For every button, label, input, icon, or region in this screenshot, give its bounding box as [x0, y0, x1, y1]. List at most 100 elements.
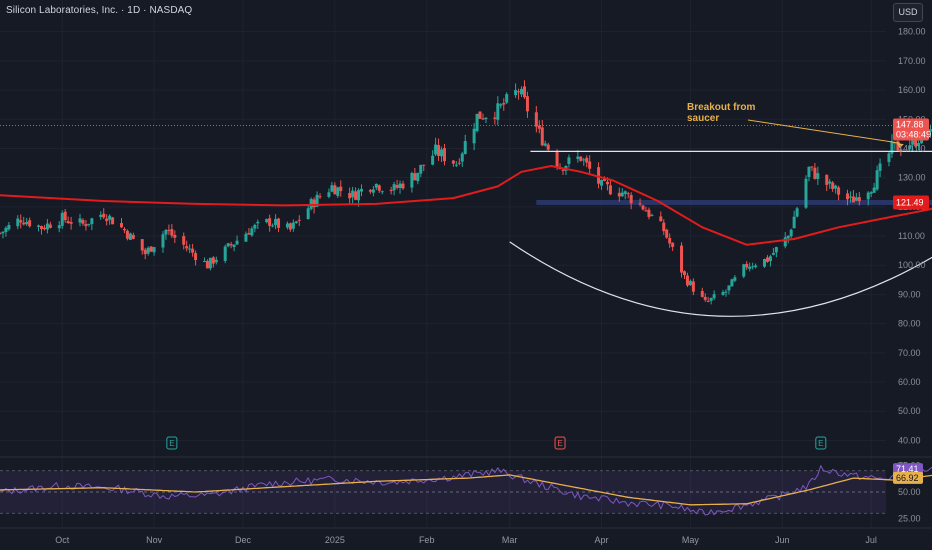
candle-body [567, 157, 571, 164]
y-tick-label: 140.00 [898, 143, 926, 153]
x-tick-label: Oct [55, 535, 70, 545]
candle-body [742, 264, 746, 277]
x-tick-label: Nov [146, 535, 163, 545]
currency-button[interactable]: USD [893, 3, 923, 22]
earnings-marker[interactable]: E [815, 436, 827, 450]
annotation-arrowhead [896, 143, 904, 149]
candle-body [813, 167, 817, 179]
candle-body [357, 190, 361, 201]
horizontal-lines [0, 124, 932, 152]
y-tick-label: 50.00 [898, 406, 921, 416]
candle-body [605, 181, 609, 185]
y-tick-label: 100.00 [898, 260, 926, 270]
candle-body [182, 236, 186, 245]
candle-body [146, 247, 150, 254]
saucer-curve [509, 241, 932, 317]
x-tick-label: Apr [595, 535, 609, 545]
candle-body [315, 194, 319, 207]
candle-body [505, 94, 509, 103]
candle-body [244, 233, 248, 242]
candle-body [831, 182, 835, 190]
candle-body [659, 216, 663, 222]
candle-body [629, 194, 633, 204]
candle-body [869, 192, 873, 194]
candle-body [783, 237, 787, 247]
candle-body [774, 247, 778, 253]
candle-body [834, 185, 838, 189]
candle-body [671, 242, 675, 247]
candle-body [66, 221, 70, 224]
price-axis[interactable]: 40.00 50.00 60.00 70.00 80.00 90.00 100.00 110.… [898, 27, 926, 446]
x-tick-label: Mar [502, 535, 518, 545]
candle-body [16, 218, 20, 227]
candle-body [19, 220, 23, 223]
candle-body [191, 248, 195, 253]
candle-body [39, 226, 43, 230]
y-tick-label: 60.00 [898, 377, 921, 387]
candle-body [419, 164, 423, 174]
candle-body [274, 218, 278, 225]
candle-body [371, 189, 375, 193]
candle-body [899, 149, 903, 151]
candle-body [795, 208, 799, 217]
rsi-line [0, 465, 932, 516]
candle-body [816, 173, 820, 179]
candle-body [25, 222, 29, 225]
candle-body [374, 183, 378, 188]
candle-body [167, 229, 171, 231]
earnings-label: E [818, 439, 823, 448]
candle-body [84, 224, 88, 227]
rsi-ma-line [0, 474, 932, 506]
candle-body [754, 265, 758, 268]
candle-body [908, 145, 912, 150]
candle-body [789, 229, 793, 237]
candle-body [392, 184, 396, 191]
candle-body [597, 167, 601, 184]
earnings-markers[interactable]: EEE⚡ [166, 436, 932, 450]
ma-line [0, 165, 932, 246]
annotation-line-2: saucer [687, 113, 719, 124]
candle-body [395, 185, 399, 188]
candle-body [857, 197, 861, 202]
candle-body [534, 112, 538, 127]
candle-body [226, 243, 230, 247]
earnings-icon [554, 436, 566, 450]
candle-body [878, 163, 882, 171]
time-axis[interactable]: Oct Nov Dec 2025 Feb Mar Apr May Jun Jul [0, 527, 932, 545]
candle-body [398, 183, 402, 188]
candle-body [78, 218, 82, 223]
candle-body [87, 223, 91, 225]
candle-body [250, 228, 254, 236]
candle-body [626, 193, 630, 195]
candle-body [90, 218, 94, 225]
candle-body [152, 247, 156, 253]
candle-body [522, 86, 526, 98]
last-price-tag [893, 118, 929, 141]
y-tick-label: 110.00 [898, 231, 925, 241]
candle-body [517, 91, 521, 93]
earnings-marker[interactable]: E [166, 436, 178, 450]
candle-body [57, 225, 61, 229]
earnings-marker[interactable]: E [554, 436, 566, 450]
x-tick-label: May [682, 535, 700, 545]
x-tick-label: Jun [775, 535, 790, 545]
candle-body [208, 257, 212, 269]
candle-body [416, 172, 420, 182]
candle-body [472, 128, 476, 144]
candle-body [288, 223, 292, 230]
candle-body [354, 191, 358, 200]
candle-body [688, 280, 692, 286]
y-tick-label: 130.00 [898, 173, 926, 183]
candle-body [727, 285, 731, 291]
candle-body [161, 234, 165, 248]
candle-body [99, 214, 103, 217]
annotation: Breakout from saucer [687, 102, 904, 149]
earnings-label: E [169, 439, 174, 448]
candle-body [271, 225, 275, 227]
candle-body [451, 160, 455, 164]
last-price-value: 147.88 [896, 119, 924, 129]
candle-body [828, 181, 832, 184]
candle-body [42, 227, 46, 230]
